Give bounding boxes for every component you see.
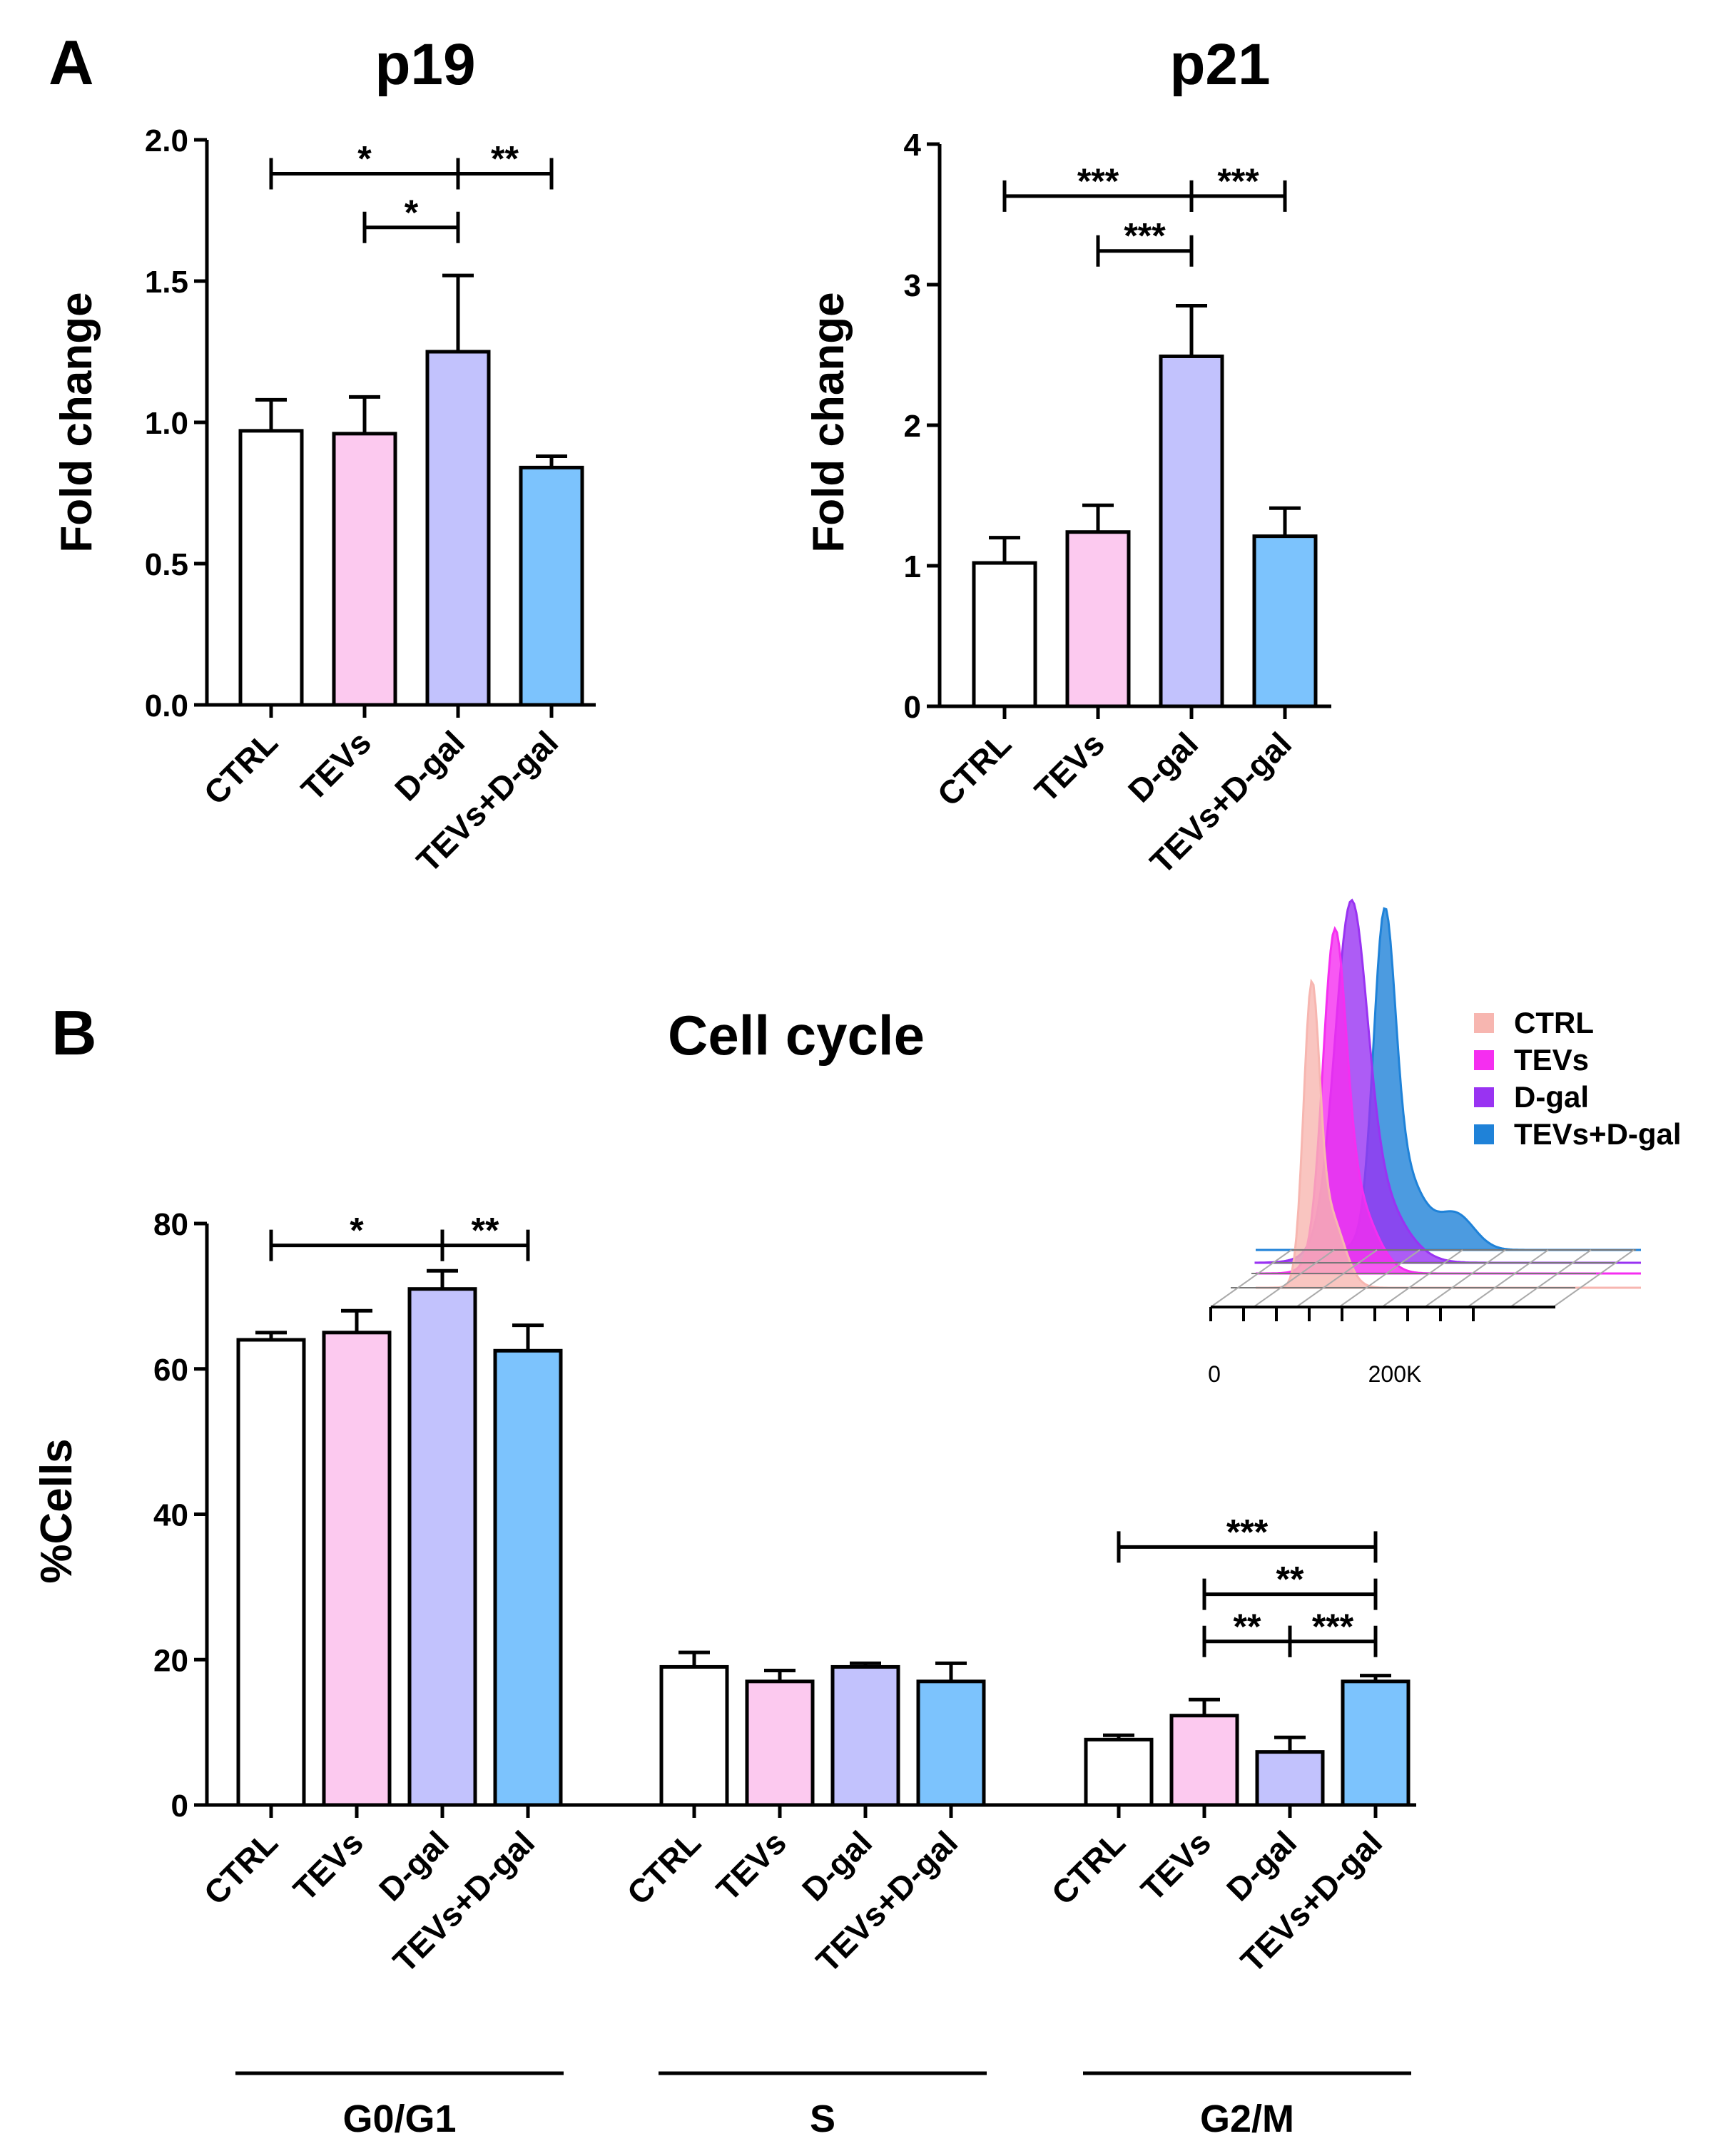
significance-marker: **	[1234, 1607, 1261, 1647]
grid-line	[1467, 1249, 1549, 1308]
y-tick-label: 1.0	[145, 406, 188, 441]
bar	[1255, 1750, 1325, 1807]
chart-p19: p19 Fold change 0.0 0.5 1.0 1.5 2.0 CTRL TEVs D-g…	[52, 32, 596, 880]
significance-marker: **	[491, 139, 519, 179]
x-tick-label: CTRL	[1045, 1824, 1132, 1911]
x-tick-label: D-gal	[387, 723, 472, 808]
bar	[745, 1679, 815, 1807]
y-tick-label: 40	[153, 1498, 188, 1533]
significance-marker: *	[357, 139, 372, 179]
bar	[1169, 1714, 1239, 1807]
bar	[1159, 354, 1224, 708]
x-tick-label: CTRL	[620, 1824, 708, 1911]
legend-label: D-gal	[1514, 1080, 1589, 1114]
grid-line	[1296, 1249, 1378, 1308]
bar	[830, 1664, 900, 1807]
y-tick-label: 0	[904, 690, 921, 725]
y-axis-label: Fold change	[804, 292, 853, 552]
chart-title: Cell cycle	[668, 1004, 925, 1067]
bar	[1341, 1679, 1411, 1807]
group-label: G2/M	[1200, 2097, 1294, 2140]
y-tick-label: 4	[904, 128, 922, 163]
legend-label: TEVs	[1514, 1043, 1589, 1077]
x-tick-label: TEVs	[709, 1824, 793, 1908]
significance-marker: **	[1276, 1560, 1304, 1600]
grid-line	[1552, 1249, 1635, 1308]
y-tick-label: 80	[153, 1207, 188, 1242]
significance-marker: ***	[1226, 1512, 1269, 1552]
group-label: G0/G1	[342, 2097, 456, 2140]
bar	[972, 561, 1037, 708]
bar	[425, 350, 491, 707]
y-tick-label: 3	[904, 268, 921, 303]
y-tick-label: 1.5	[145, 265, 188, 300]
y-tick-label: 0	[171, 1789, 188, 1824]
y-tick-label: 2	[904, 409, 921, 444]
inset-tick-label-200k: 200K	[1368, 1361, 1422, 1387]
inset-x-ticks	[1209, 1307, 1475, 1321]
legend-swatch	[1474, 1013, 1494, 1033]
y-tick-label: 0.5	[145, 547, 188, 582]
y-tick-label: 1	[904, 549, 921, 584]
legend-swatch	[1474, 1124, 1494, 1144]
bar	[493, 1348, 563, 1807]
group-label: S	[810, 2097, 835, 2140]
y-tick-label: 20	[153, 1643, 188, 1678]
grid-line	[1338, 1249, 1420, 1308]
significance-marker: ***	[1077, 161, 1119, 201]
grid-line	[1381, 1249, 1463, 1308]
chart-title: p19	[375, 32, 475, 97]
inset-tick-label-0: 0	[1208, 1361, 1221, 1387]
bar	[238, 429, 304, 707]
significance-marker: *	[405, 193, 419, 233]
significance-marker: ***	[1312, 1607, 1354, 1647]
bar	[1065, 530, 1131, 708]
bar	[332, 432, 397, 707]
y-axis-label: Fold change	[52, 292, 101, 552]
grid-line	[1424, 1249, 1506, 1308]
legend-label: CTRL	[1514, 1006, 1594, 1039]
x-tick-label: D-gal	[1121, 725, 1205, 809]
y-tick-label: 2.0	[145, 123, 188, 158]
panel-label-b: B	[51, 997, 97, 1068]
x-tick-label: TEVs	[286, 1824, 370, 1908]
x-tick-label: TEVs	[294, 723, 378, 808]
grid-line	[1510, 1249, 1592, 1308]
x-tick-label: CTRL	[930, 725, 1018, 813]
significance-marker: ***	[1124, 216, 1166, 256]
legend-label: TEVs+D-gal	[1514, 1117, 1682, 1151]
bar	[1252, 534, 1318, 708]
significance-marker: *	[350, 1211, 364, 1251]
chart-title: p21	[1169, 32, 1270, 97]
bar	[407, 1287, 477, 1807]
significance-marker: **	[472, 1211, 499, 1251]
bar	[236, 1338, 306, 1807]
bar	[322, 1331, 392, 1807]
x-tick-label: CTRL	[197, 1824, 285, 1911]
x-tick-label: CTRL	[197, 723, 285, 811]
bar	[1084, 1737, 1154, 1807]
significance-marker: ***	[1217, 161, 1259, 201]
bar	[519, 465, 584, 707]
legend-swatch	[1474, 1087, 1494, 1107]
panel-label-a: A	[49, 27, 94, 98]
grid-line	[1210, 1249, 1292, 1308]
y-tick-label: 60	[153, 1353, 188, 1388]
x-tick-label: TEVs	[1134, 1824, 1218, 1908]
bar	[916, 1679, 986, 1807]
y-tick-label: 0.0	[145, 688, 188, 723]
legend-swatch	[1474, 1050, 1494, 1070]
grid-line	[1253, 1249, 1335, 1308]
bar	[659, 1664, 729, 1807]
y-axis-label: %Cells	[32, 1438, 81, 1583]
x-tick-label: TEVs	[1027, 725, 1112, 809]
